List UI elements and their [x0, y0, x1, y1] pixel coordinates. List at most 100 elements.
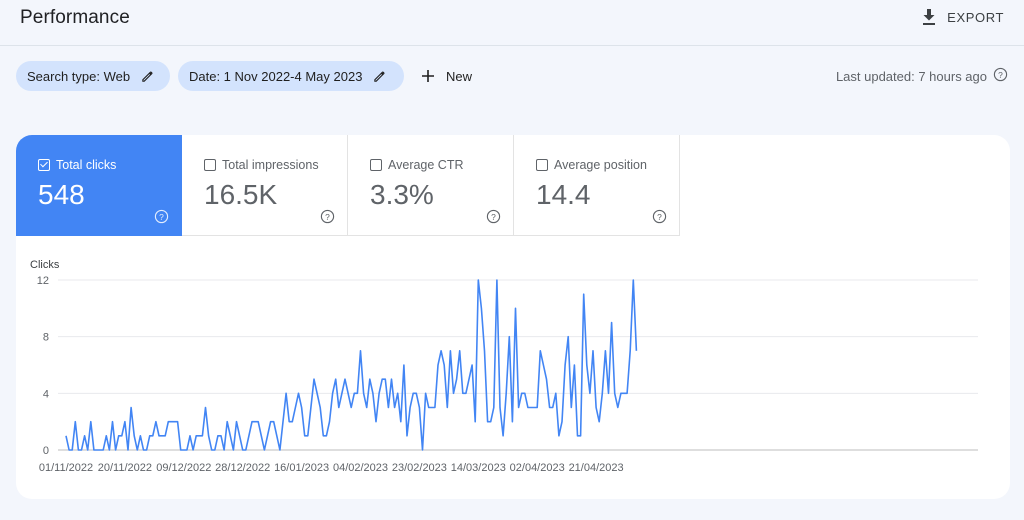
data-point: [548, 406, 550, 408]
data-point: [245, 449, 247, 451]
search-type-chip[interactable]: Search type: Web: [16, 61, 170, 91]
checkbox-unchecked[interactable]: [204, 159, 216, 171]
metric-header: Total clicks: [38, 158, 116, 172]
data-point: [136, 449, 138, 451]
help-icon[interactable]: ?: [486, 209, 501, 224]
data-point: [195, 435, 197, 437]
data-point: [384, 378, 386, 380]
data-point: [583, 293, 585, 295]
last-updated-text: Last updated: 7 hours ago: [835, 68, 987, 84]
x-tick-label: 16/01/2023: [274, 462, 329, 474]
metric-label: Average CTR: [388, 158, 464, 172]
data-point: [595, 406, 597, 408]
top-bar: Performance EXPORT: [0, 0, 1024, 46]
data-point: [428, 406, 430, 408]
data-point: [527, 406, 529, 408]
x-tick-label: 02/04/2023: [510, 462, 565, 474]
metric-total-clicks[interactable]: Total clicks 548 ?: [16, 135, 182, 236]
y-tick-label: 0: [43, 445, 49, 457]
data-point: [496, 279, 498, 281]
data-point: [521, 392, 523, 394]
data-point: [524, 392, 526, 394]
data-point: [579, 435, 581, 437]
export-button[interactable]: EXPORT: [921, 4, 1004, 30]
y-tick-label: 8: [43, 332, 49, 344]
data-point: [71, 449, 73, 451]
data-point: [186, 449, 188, 451]
data-point: [610, 321, 612, 323]
data-point: [248, 435, 250, 437]
data-point: [158, 435, 160, 437]
data-point: [555, 392, 557, 394]
data-point: [505, 392, 507, 394]
data-point: [356, 392, 358, 394]
data-point: [604, 350, 606, 352]
svg-text:?: ?: [657, 212, 662, 222]
date-range-chip[interactable]: Date: 1 Nov 2022-4 May 2023: [178, 61, 404, 91]
data-point: [226, 421, 228, 423]
data-point: [462, 392, 464, 394]
data-point: [251, 421, 253, 423]
data-point: [490, 421, 492, 423]
data-point: [468, 378, 470, 380]
data-point: [406, 435, 408, 437]
metric-average-ctr[interactable]: Average CTR 3.3% ?: [348, 135, 514, 236]
data-point: [68, 449, 70, 451]
data-point: [254, 421, 256, 423]
data-point: [282, 421, 284, 423]
y-tick-label: 4: [43, 388, 49, 400]
metrics-row: Total clicks 548 ? Total impressions 16.…: [16, 135, 682, 236]
data-point: [533, 406, 535, 408]
checkbox-checked[interactable]: [38, 159, 50, 171]
data-point: [570, 406, 572, 408]
help-icon[interactable]: ?: [320, 209, 335, 224]
data-point: [235, 421, 237, 423]
data-point: [220, 435, 222, 437]
data-point: [198, 435, 200, 437]
checkbox-unchecked[interactable]: [370, 159, 382, 171]
help-icon[interactable]: ?: [993, 67, 1008, 85]
new-label: New: [446, 68, 473, 84]
data-point: [493, 406, 495, 408]
y-axis-title: Clicks: [30, 259, 60, 271]
data-point: [207, 435, 209, 437]
data-point: [362, 392, 364, 394]
data-point: [558, 435, 560, 437]
data-point: [223, 449, 225, 451]
filter-bar: Search type: Web Date: 1 Nov 2022-4 May …: [16, 61, 1008, 91]
data-point: [341, 392, 343, 394]
data-point: [279, 449, 281, 451]
data-point: [598, 421, 600, 423]
help-icon[interactable]: ?: [652, 209, 667, 224]
data-point: [142, 449, 144, 451]
help-icon[interactable]: ?: [154, 209, 169, 224]
data-point: [108, 449, 110, 451]
data-point: [266, 435, 268, 437]
clicks-series-line: [65, 279, 638, 451]
data-point: [573, 364, 575, 366]
data-point: [369, 378, 371, 380]
data-point: [87, 449, 89, 451]
data-point: [372, 392, 374, 394]
y-tick-label: 12: [37, 275, 49, 287]
data-point: [412, 392, 414, 394]
svg-text:?: ?: [325, 212, 330, 222]
clicks-chart[interactable]: Clicks 0 4 8 12 01/11/2022 20/11/2022 09/12/202…: [16, 253, 1010, 493]
download-icon: [921, 8, 937, 26]
data-point: [629, 350, 631, 352]
metric-label: Total impressions: [222, 158, 319, 172]
data-point: [294, 406, 296, 408]
new-filter-button[interactable]: New: [421, 61, 472, 91]
metric-average-position[interactable]: Average position 14.4 ?: [514, 135, 680, 236]
data-point: [437, 364, 439, 366]
data-point: [552, 406, 554, 408]
data-point: [111, 421, 113, 423]
data-point: [564, 364, 566, 366]
data-point: [204, 406, 206, 408]
data-point: [530, 406, 532, 408]
checkbox-unchecked[interactable]: [536, 159, 548, 171]
data-point: [514, 307, 516, 309]
data-point: [307, 435, 309, 437]
metric-total-impressions[interactable]: Total impressions 16.5K ?: [182, 135, 348, 236]
data-point: [539, 350, 541, 352]
